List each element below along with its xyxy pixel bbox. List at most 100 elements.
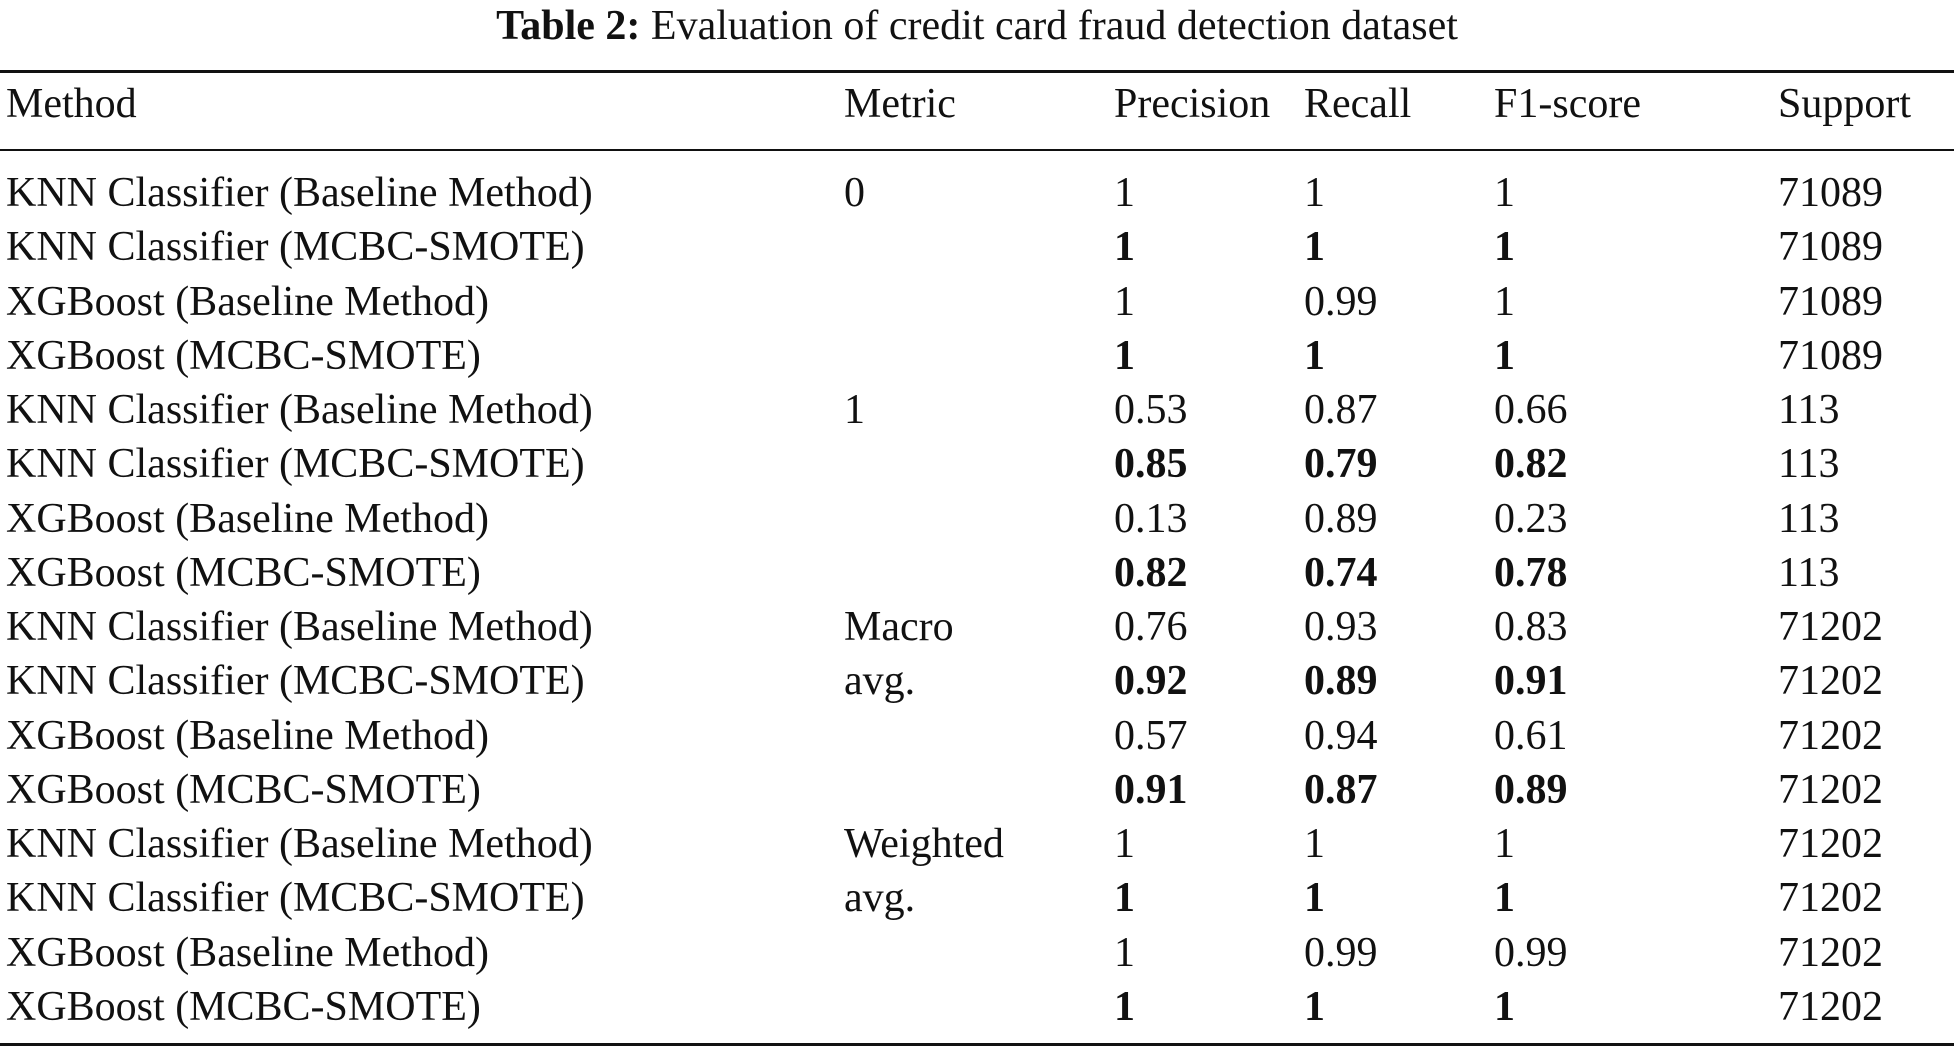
- cell-f1: 1: [1494, 279, 1515, 325]
- cell-recall: 1: [1304, 984, 1325, 1030]
- cell-f1: 0.78: [1494, 550, 1568, 596]
- header-support: Support: [1778, 81, 1912, 127]
- cell-metric: Weighted: [844, 821, 1004, 867]
- cell-method: XGBoost (MCBC-SMOTE): [6, 767, 481, 813]
- cell-precision: 0.91: [1114, 767, 1188, 813]
- table-row: KNN Classifier (Baseline Method) 1 0.53 0.8…: [0, 383, 1954, 437]
- cell-support: 71202: [1778, 658, 1883, 704]
- cell-method: XGBoost (MCBC-SMOTE): [6, 333, 481, 379]
- cell-f1: 1: [1494, 984, 1515, 1030]
- cell-method: XGBoost (Baseline Method): [6, 496, 489, 542]
- table-row: XGBoost (Baseline Method) 0.57 0.94 0.61 712…: [0, 709, 1954, 763]
- cell-method: KNN Classifier (MCBC-SMOTE): [6, 224, 585, 270]
- cell-precision: 1: [1114, 875, 1135, 921]
- cell-method: XGBoost (MCBC-SMOTE): [6, 550, 481, 596]
- table-row: KNN Classifier (MCBC-SMOTE) avg. 1 1 1 71202: [0, 871, 1954, 925]
- cell-support: 71202: [1778, 713, 1883, 759]
- cell-recall: 0.89: [1304, 496, 1378, 542]
- header-method: Method: [6, 81, 137, 127]
- cell-recall: 0.79: [1304, 441, 1378, 487]
- cell-support: 71089: [1778, 279, 1883, 325]
- cell-recall: 0.87: [1304, 767, 1378, 813]
- cell-recall: 1: [1304, 875, 1325, 921]
- table-row: XGBoost (Baseline Method) 1 0.99 0.99 71202: [0, 926, 1954, 980]
- cell-method: XGBoost (Baseline Method): [6, 279, 489, 325]
- cell-recall: 1: [1304, 821, 1325, 867]
- cell-recall: 1: [1304, 333, 1325, 379]
- cell-recall: 1: [1304, 224, 1325, 270]
- cell-support: 71202: [1778, 984, 1883, 1030]
- table-caption: Table 2: Evaluation of credit card fraud…: [0, 0, 1954, 56]
- cell-support: 113: [1778, 550, 1840, 596]
- cell-f1: 1: [1494, 224, 1515, 270]
- cell-method: KNN Classifier (Baseline Method): [6, 387, 593, 433]
- table-row: XGBoost (MCBC-SMOTE) 0.82 0.74 0.78 113: [0, 546, 1954, 600]
- cell-precision: 1: [1114, 984, 1135, 1030]
- cell-precision: 1: [1114, 224, 1135, 270]
- cell-support: 113: [1778, 387, 1840, 433]
- cell-f1: 1: [1494, 875, 1515, 921]
- table-row: XGBoost (Baseline Method) 1 0.99 1 71089: [0, 275, 1954, 329]
- cell-f1: 0.66: [1494, 387, 1568, 433]
- cell-support: 113: [1778, 441, 1840, 487]
- cell-support: 113: [1778, 496, 1840, 542]
- cell-precision: 1: [1114, 279, 1135, 325]
- cell-support: 71089: [1778, 224, 1883, 270]
- cell-support: 71089: [1778, 170, 1883, 216]
- cell-metric: Macro: [844, 604, 954, 650]
- table-row: KNN Classifier (Baseline Method) Weighted…: [0, 817, 1954, 871]
- cell-method: KNN Classifier (Baseline Method): [6, 604, 593, 650]
- cell-f1: 1: [1494, 821, 1515, 867]
- caption-label: Table 2:: [496, 3, 641, 49]
- cell-recall: 0.93: [1304, 604, 1378, 650]
- cell-metric: avg.: [844, 658, 916, 704]
- cell-precision: 1: [1114, 821, 1135, 867]
- header-rule: [0, 149, 1954, 151]
- table-row: XGBoost (Baseline Method) 0.13 0.89 0.23 113: [0, 492, 1954, 546]
- cell-precision: 1: [1114, 170, 1135, 216]
- table-row: KNN Classifier (MCBC-SMOTE) 1 1 1 71089: [0, 220, 1954, 274]
- cell-recall: 0.99: [1304, 930, 1378, 976]
- cell-method: XGBoost (Baseline Method): [6, 713, 489, 759]
- cell-f1: 0.23: [1494, 496, 1568, 542]
- cell-recall: 0.74: [1304, 550, 1378, 596]
- table-row: XGBoost (MCBC-SMOTE) 1 1 1 71202: [0, 980, 1954, 1034]
- cell-precision: 0.57: [1114, 713, 1188, 759]
- cell-support: 71202: [1778, 875, 1883, 921]
- header-metric: Metric: [844, 81, 956, 127]
- cell-method: KNN Classifier (MCBC-SMOTE): [6, 875, 585, 921]
- cell-precision: 0.82: [1114, 550, 1188, 596]
- table-row: XGBoost (MCBC-SMOTE) 1 1 1 71089: [0, 329, 1954, 383]
- cell-f1: 0.61: [1494, 713, 1568, 759]
- cell-method: KNN Classifier (MCBC-SMOTE): [6, 441, 585, 487]
- caption-text: Evaluation of credit card fraud detectio…: [650, 3, 1458, 49]
- cell-f1: 0.89: [1494, 767, 1568, 813]
- cell-method: KNN Classifier (Baseline Method): [6, 170, 593, 216]
- table-row: KNN Classifier (Baseline Method) 0 1 1 1 7108…: [0, 166, 1954, 220]
- table-row: KNN Classifier (Baseline Method) Macro 0.7…: [0, 600, 1954, 654]
- cell-support: 71089: [1778, 333, 1883, 379]
- cell-support: 71202: [1778, 821, 1883, 867]
- cell-precision: 0.53: [1114, 387, 1188, 433]
- cell-f1: 0.91: [1494, 658, 1568, 704]
- table-row: XGBoost (MCBC-SMOTE) 0.91 0.87 0.89 71202: [0, 763, 1954, 817]
- cell-precision: 0.85: [1114, 441, 1188, 487]
- cell-f1: 1: [1494, 333, 1515, 379]
- header-f1: F1-score: [1494, 81, 1641, 127]
- cell-recall: 0.99: [1304, 279, 1378, 325]
- cell-f1: 0.99: [1494, 930, 1568, 976]
- cell-precision: 0.76: [1114, 604, 1188, 650]
- cell-recall: 0.94: [1304, 713, 1378, 759]
- cell-support: 71202: [1778, 767, 1883, 813]
- cell-recall: 0.87: [1304, 387, 1378, 433]
- cell-method: KNN Classifier (Baseline Method): [6, 821, 593, 867]
- table-row: KNN Classifier (MCBC-SMOTE) avg. 0.92 0.89 0…: [0, 654, 1954, 708]
- cell-method: KNN Classifier (MCBC-SMOTE): [6, 658, 585, 704]
- cell-method: XGBoost (Baseline Method): [6, 930, 489, 976]
- table-row: KNN Classifier (MCBC-SMOTE) 0.85 0.79 0.82 1…: [0, 437, 1954, 491]
- cell-metric: avg.: [844, 875, 916, 921]
- cell-recall: 0.89: [1304, 658, 1378, 704]
- cell-support: 71202: [1778, 604, 1883, 650]
- header-precision: Precision: [1114, 81, 1271, 127]
- bottom-rule: [0, 1043, 1954, 1046]
